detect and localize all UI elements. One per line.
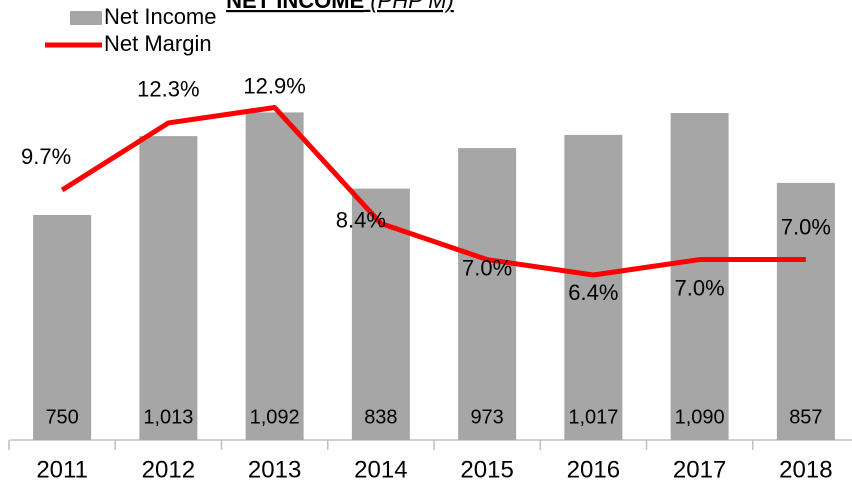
- line-value-label: 9.7%: [21, 144, 71, 169]
- legend-label: Net Income: [104, 4, 217, 29]
- legend-label: Net Margin: [104, 31, 212, 56]
- bar: [776, 182, 835, 440]
- bar: [670, 113, 729, 440]
- line-value-label: 8.4%: [336, 207, 386, 232]
- x-tick-label: 2017: [673, 456, 726, 483]
- line-value-label: 12.9%: [243, 73, 305, 98]
- line: [60, 104, 806, 278]
- bar: [33, 215, 92, 440]
- bar-value-label: 750: [45, 406, 78, 428]
- x-tick-label: 2018: [779, 456, 832, 483]
- bar: [564, 134, 623, 440]
- bar-value-label: 857: [789, 406, 822, 428]
- x-tick-label: 2011: [36, 456, 88, 483]
- bar-value-label: 1,017: [568, 406, 618, 428]
- bar-value-label: 1,090: [675, 406, 725, 428]
- bar-value-label: 838: [364, 406, 397, 428]
- line-value-label: 7.0%: [675, 275, 725, 300]
- bar-value-label: 1,092: [250, 406, 300, 428]
- bar: [245, 112, 304, 441]
- x-tick-label: 2016: [567, 456, 620, 483]
- x-tick-label: 2014: [354, 456, 407, 483]
- x-tick-label: 2012: [142, 456, 195, 483]
- chart-title: NET INCOME: [226, 0, 364, 13]
- line-value-label: 6.4%: [568, 280, 618, 305]
- line-value-label: 7.0%: [462, 255, 512, 280]
- line-value-label: 12.3%: [137, 77, 199, 102]
- bar: [458, 148, 517, 440]
- line-value-label: 7.0%: [781, 214, 831, 239]
- bar: [139, 136, 198, 440]
- x-tick-label: 2013: [248, 456, 301, 483]
- chart-subtitle: (PHP M): [370, 0, 454, 13]
- chart-title-group: NET INCOME (PHP M): [226, 0, 454, 13]
- bar-value-label: 973: [470, 406, 503, 428]
- legend-swatch: [70, 11, 102, 25]
- bar-value-label: 1,013: [143, 406, 193, 428]
- x-tick-label: 2015: [460, 456, 513, 483]
